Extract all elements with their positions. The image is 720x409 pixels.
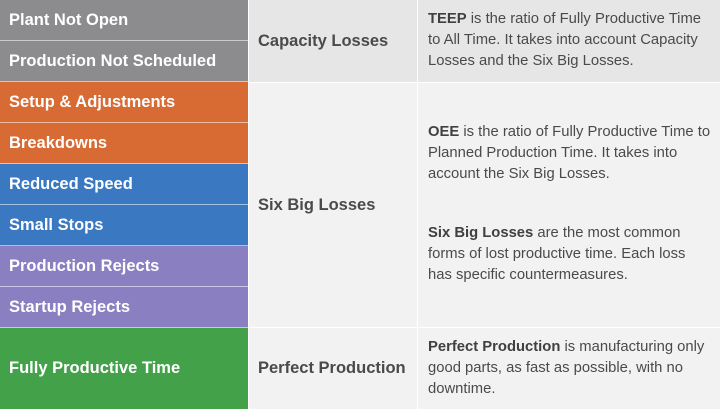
teep-term: TEEP: [428, 11, 467, 27]
row-divider: [249, 82, 720, 83]
oee-text: is the ratio of Fully Productive Time to…: [428, 124, 711, 182]
sbl-text: are the most common forms of lost produc…: [428, 225, 686, 283]
column-divider: [417, 0, 418, 409]
sbl-term: Six Big Losses: [428, 225, 534, 241]
teep-text: is the ratio of Fully Productive Time to…: [428, 11, 702, 69]
teep-description: TEEP is the ratio of Fully Productive Ti…: [418, 0, 720, 82]
perfect-production-description: Perfect Production is manufacturing only…: [418, 328, 720, 409]
six-big-losses-description: OEE is the ratio of Fully Productive Tim…: [418, 82, 720, 328]
column-divider: [248, 0, 249, 409]
oee-description: OEE is the ratio of Fully Productive Tim…: [428, 122, 712, 185]
category-production-rejects: Production Rejects: [0, 246, 248, 287]
category-fully-productive-time: Fully Productive Time: [0, 328, 248, 409]
group-six-big-losses: Six Big Losses: [249, 82, 417, 328]
pp-term: Perfect Production: [428, 339, 561, 355]
sbl-description: Six Big Losses are the most common forms…: [428, 223, 712, 286]
group-capacity-losses: Capacity Losses: [249, 0, 417, 82]
category-plant-not-open: Plant Not Open: [0, 0, 248, 41]
category-reduced-speed: Reduced Speed: [0, 164, 248, 205]
category-startup-rejects: Startup Rejects: [0, 287, 248, 328]
pp-text: is manufacturing only good parts, as fas…: [428, 339, 705, 397]
oee-term: OEE: [428, 124, 460, 140]
category-production-not-scheduled: Production Not Scheduled: [0, 41, 248, 82]
category-breakdowns: Breakdowns: [0, 123, 248, 164]
group-perfect-production: Perfect Production: [249, 328, 417, 409]
category-setup-adjustments: Setup & Adjustments: [0, 82, 248, 123]
row-divider: [249, 327, 720, 328]
category-small-stops: Small Stops: [0, 205, 248, 246]
